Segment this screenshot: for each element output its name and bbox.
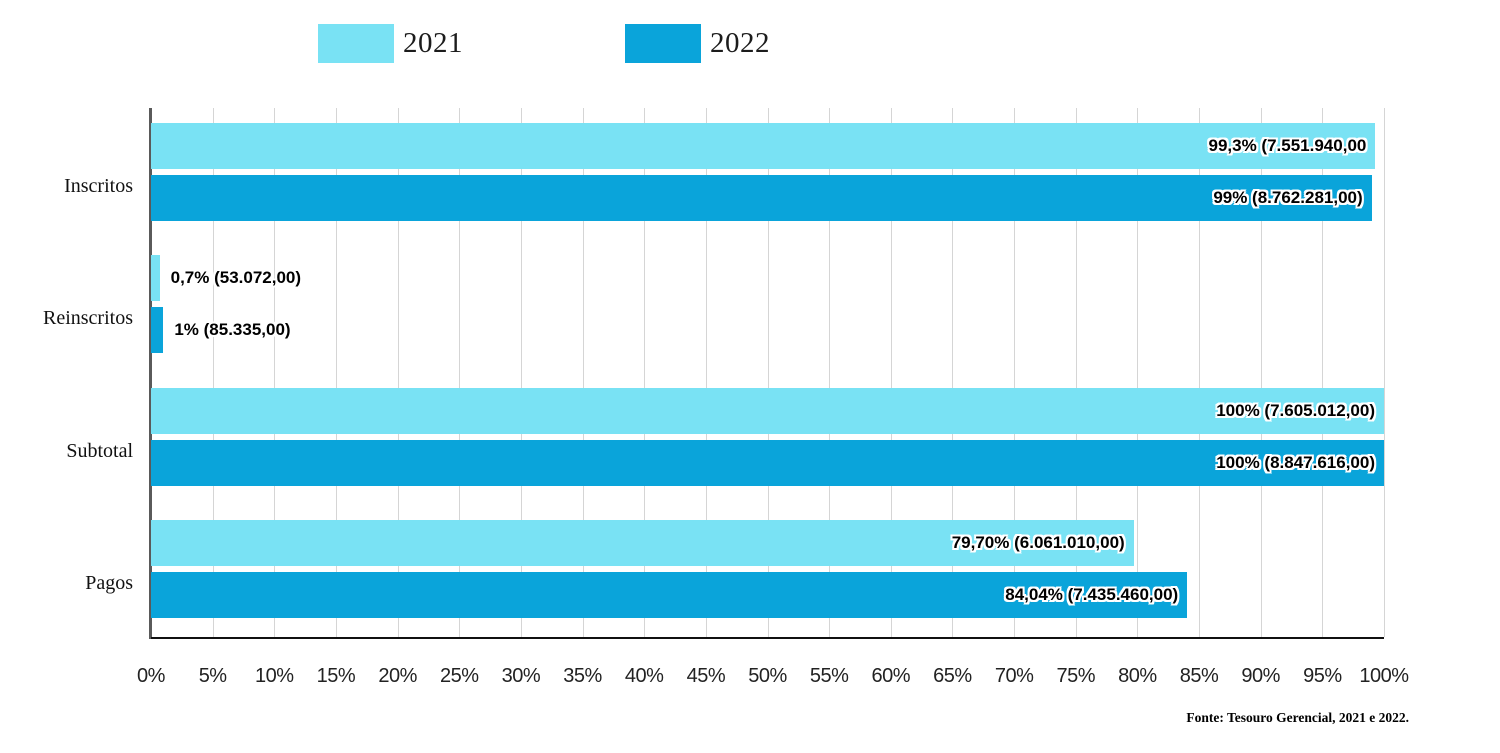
bar-value-label: 0,7% (53.072,00) <box>170 268 302 288</box>
category-label-pagos: Pagos <box>85 571 133 594</box>
x-tick-label: 40% <box>624 665 664 687</box>
gridline <box>767 108 769 637</box>
legend-item-2021: 2021 <box>318 24 463 63</box>
bar-value-label: 79,70% (6.061.010,00) <box>951 532 1125 552</box>
gridline <box>1322 108 1324 637</box>
gridline <box>1075 108 1077 637</box>
x-tick-label: 30% <box>501 665 541 687</box>
legend-label: 2022 <box>710 27 770 59</box>
bar-value-label: 1% (85.335,00) <box>174 320 291 340</box>
x-tick-label: 80% <box>1118 665 1157 687</box>
x-tick-label: 5% <box>198 665 227 687</box>
bar-pagos-2021: 79,70% (6.061.010,00) <box>151 519 1134 566</box>
source-note: Fonte: Tesouro Gerencial, 2021 e 2022. <box>1186 710 1409 725</box>
x-tick-label: 20% <box>378 665 417 687</box>
x-tick-label: 70% <box>994 665 1034 687</box>
x-axis-line <box>151 637 1384 639</box>
x-tick-label: 90% <box>1241 665 1280 687</box>
bar-inscritos-2022: 99% (8.762.281,00) <box>151 175 1372 221</box>
gridline <box>952 108 954 637</box>
legend-swatch-2021 <box>318 24 394 63</box>
gridline <box>1014 108 1016 637</box>
x-tick-label: 25% <box>439 665 479 687</box>
gridline <box>829 108 831 637</box>
bar-value-label: 100% (7.605.012,00) <box>1216 400 1375 420</box>
y-axis-line <box>149 108 152 639</box>
gridline <box>705 108 707 637</box>
category-label-subtotal: Subtotal <box>66 439 133 462</box>
bar-value-label: 84,04% (7.435.460,00) <box>1005 584 1179 604</box>
legend-swatch-2022 <box>625 24 701 63</box>
gridline <box>1384 108 1385 637</box>
bar-value-label: 100% (8.847.616,00) <box>1216 452 1375 472</box>
bar-subtotal-2021: 100% (7.605.012,00) <box>151 387 1384 434</box>
x-tick-label: 85% <box>1179 665 1219 687</box>
gridline <box>644 108 646 637</box>
x-tick-label: 0% <box>137 665 165 687</box>
x-tick-label: 95% <box>1303 665 1342 687</box>
x-tick-label: 15% <box>316 665 356 687</box>
x-tick-label: 65% <box>933 665 972 687</box>
x-tick-label: 100% <box>1359 665 1409 687</box>
x-tick-label: 10% <box>255 665 294 687</box>
gridline <box>890 108 892 637</box>
bar-value-label: 99% (8.762.281,00) <box>1213 188 1363 207</box>
legend-item-2022: 2022 <box>625 24 770 63</box>
gridline <box>274 108 276 637</box>
gridline <box>212 108 214 637</box>
bar-value-label: 99,3% (7.551.940,00 <box>1208 136 1367 155</box>
x-tick-label: 45% <box>686 665 726 687</box>
x-tick-label: 35% <box>563 665 602 687</box>
category-label-reinscritos: Reinscritos <box>43 307 133 330</box>
bar-reinscritos-2022 <box>151 307 164 354</box>
gridline <box>335 108 337 637</box>
bar-pagos-2022: 84,04% (7.435.460,00) <box>151 571 1188 618</box>
gridline <box>1137 108 1139 637</box>
gridline <box>520 108 522 637</box>
legend-label: 2021 <box>403 27 463 59</box>
x-tick-label: 50% <box>748 665 787 687</box>
gridline <box>582 108 584 637</box>
bar-inscritos-2021: 99,3% (7.551.940,00 <box>151 123 1376 169</box>
gridline <box>1199 108 1201 637</box>
gridline <box>397 108 399 637</box>
x-tick-label: 60% <box>871 665 911 687</box>
gridline <box>1260 108 1262 637</box>
x-tick-label: 75% <box>1056 665 1096 687</box>
gridline <box>459 108 461 637</box>
category-label-inscritos: Inscritos <box>64 175 133 197</box>
bar-reinscritos-2021 <box>151 255 160 302</box>
x-tick-label: 55% <box>809 665 849 687</box>
bar-subtotal-2022: 100% (8.847.616,00) <box>151 439 1384 486</box>
